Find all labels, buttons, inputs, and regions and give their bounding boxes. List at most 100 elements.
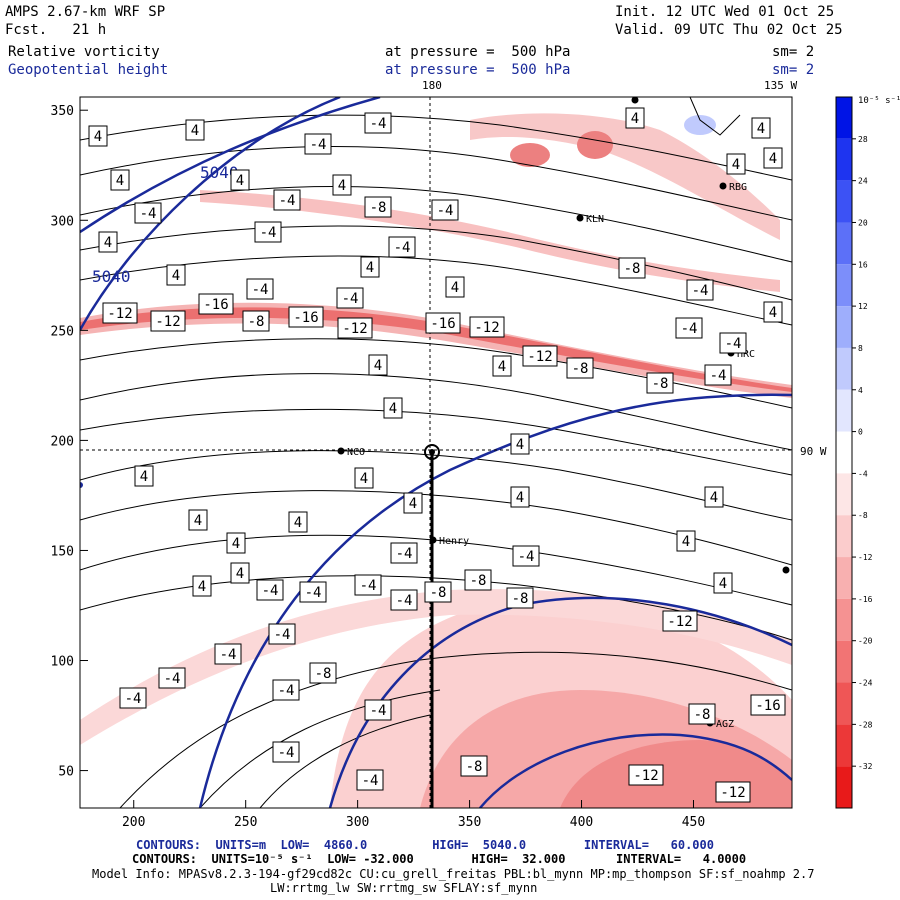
svg-text:-4: -4 bbox=[396, 593, 413, 609]
colorbar-swatch bbox=[836, 264, 852, 307]
vorticity-label: 4 bbox=[625, 107, 645, 129]
svg-text:4: 4 bbox=[769, 305, 777, 321]
field-vorticity: Relative vorticity bbox=[8, 44, 160, 60]
colorbar-tick-label: -20 bbox=[858, 637, 873, 646]
colorbar-tick-label: 12 bbox=[858, 302, 868, 311]
svg-text:-4: -4 bbox=[370, 116, 387, 132]
svg-text:4: 4 bbox=[366, 260, 374, 276]
svg-text:-8: -8 bbox=[470, 573, 487, 589]
vorticity-label: -4 bbox=[272, 679, 300, 701]
station-label: AGZ bbox=[716, 719, 734, 730]
svg-text:-4: -4 bbox=[278, 683, 295, 699]
vorticity-label: -4 bbox=[431, 199, 459, 221]
y-tick-label: 150 bbox=[51, 544, 74, 559]
y-tick-label: 50 bbox=[58, 765, 74, 780]
svg-text:4: 4 bbox=[140, 469, 148, 485]
vorticity-label: 4 bbox=[134, 465, 154, 487]
svg-text:-4: -4 bbox=[437, 203, 454, 219]
colorbar-unit: 10⁻⁵ s⁻¹ bbox=[858, 96, 900, 106]
vorticity-label: -12 bbox=[662, 610, 698, 632]
vorticity-label: -12 bbox=[522, 345, 558, 367]
svg-text:-4: -4 bbox=[262, 583, 279, 599]
vorticity-label: 4 bbox=[713, 572, 733, 594]
smoothing-2: sm= 2 bbox=[772, 62, 815, 78]
colorbar-swatch bbox=[836, 557, 852, 599]
svg-text:-12: -12 bbox=[474, 320, 499, 336]
x-tick-label: 250 bbox=[234, 815, 257, 830]
svg-text:-4: -4 bbox=[310, 137, 327, 153]
pressure-level-1: at pressure = 500 hPa bbox=[385, 44, 571, 60]
vorticity-label: -8 bbox=[618, 257, 646, 279]
vorticity-label: 4 bbox=[704, 486, 724, 508]
svg-text:4: 4 bbox=[236, 173, 244, 189]
vorticity-label: -4 bbox=[356, 769, 384, 791]
vorticity-label: -4 bbox=[246, 278, 274, 300]
colorbar-swatch bbox=[836, 138, 852, 181]
vorticity-label: -8 bbox=[309, 662, 337, 684]
svg-text:-8: -8 bbox=[694, 707, 711, 723]
svg-text:-8: -8 bbox=[248, 314, 265, 330]
vorticity-label: -4 bbox=[273, 189, 301, 211]
colorbar-swatch bbox=[836, 766, 852, 808]
vorticity-label: 4 bbox=[403, 492, 423, 514]
station-marker bbox=[719, 182, 727, 190]
svg-text:4: 4 bbox=[710, 490, 718, 506]
station-label: Henry bbox=[439, 536, 469, 547]
station-marker bbox=[337, 447, 345, 455]
vorticity-label: 4 bbox=[676, 530, 696, 552]
vorticity-label: 4 bbox=[445, 276, 465, 298]
vorticity-label: -4 bbox=[686, 279, 714, 301]
colorbar-swatch bbox=[836, 389, 852, 432]
svg-text:-16: -16 bbox=[755, 698, 780, 714]
svg-text:-4: -4 bbox=[518, 549, 535, 565]
vorticity-label: -4 bbox=[336, 287, 364, 309]
svg-text:4: 4 bbox=[294, 515, 302, 531]
colorbar-tick-label: 4 bbox=[858, 386, 863, 395]
station-label: NCO bbox=[347, 447, 365, 458]
colorbar-swatch bbox=[836, 640, 852, 683]
vorticity-label: -4 bbox=[304, 133, 332, 155]
vorticity-label: 4 bbox=[354, 467, 374, 489]
svg-text:-12: -12 bbox=[107, 306, 132, 322]
vorticity-label: 4 bbox=[110, 169, 130, 191]
x-tick-label: 400 bbox=[570, 815, 593, 830]
vorticity-label: -8 bbox=[364, 196, 392, 218]
vorticity-label: -4 bbox=[364, 112, 392, 134]
svg-text:-4: -4 bbox=[260, 225, 277, 241]
colorbar-tick-label: 20 bbox=[858, 218, 868, 227]
footer-model-info: Model Info: MPASv8.2.3-194-gf29cd82c CU:… bbox=[92, 867, 815, 881]
svg-text:4: 4 bbox=[451, 280, 459, 296]
svg-text:4: 4 bbox=[104, 235, 112, 251]
svg-text:-8: -8 bbox=[572, 361, 589, 377]
vorticity-label: -16 bbox=[198, 293, 234, 315]
y-axis: 50 100 150 200 250 300 350 bbox=[51, 104, 88, 780]
svg-text:4: 4 bbox=[498, 359, 506, 375]
vorticity-label: -8 bbox=[464, 569, 492, 591]
vorticity-label: 4 bbox=[368, 354, 388, 376]
vorticity-label: -4 bbox=[272, 741, 300, 763]
svg-text:4: 4 bbox=[516, 437, 524, 453]
svg-text:-4: -4 bbox=[362, 773, 379, 789]
colorbar-tick-label: 24 bbox=[858, 177, 868, 186]
colorbar-swatch bbox=[836, 431, 852, 474]
colorbar-tick-label: -24 bbox=[858, 679, 873, 688]
svg-text:-8: -8 bbox=[466, 759, 483, 775]
y-tick-label: 100 bbox=[51, 655, 74, 670]
vorticity-label: -8 bbox=[506, 587, 534, 609]
svg-text:-4: -4 bbox=[305, 585, 322, 601]
svg-text:4: 4 bbox=[236, 566, 244, 582]
vorticity-label: -12 bbox=[150, 310, 186, 332]
svg-text:-8: -8 bbox=[652, 376, 669, 392]
colorbar-swatch bbox=[836, 222, 852, 265]
vorticity-label: -8 bbox=[646, 372, 674, 394]
pressure-level-2: at pressure = 500 hPa bbox=[385, 62, 571, 78]
lat-label-90w: 90 W bbox=[800, 445, 827, 458]
vorticity-label: 4 bbox=[510, 433, 530, 455]
svg-text:4: 4 bbox=[409, 496, 417, 512]
svg-text:-12: -12 bbox=[342, 321, 367, 337]
svg-text:4: 4 bbox=[338, 178, 346, 194]
plot-frame bbox=[79, 96, 793, 809]
colorbar-tick-label: -4 bbox=[858, 469, 868, 478]
